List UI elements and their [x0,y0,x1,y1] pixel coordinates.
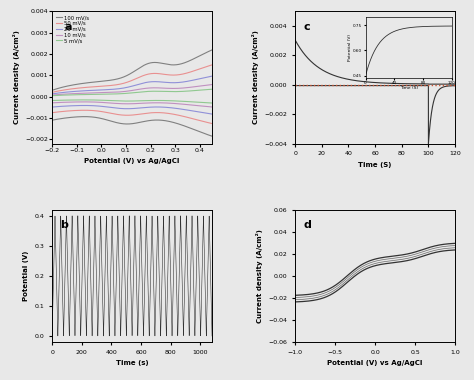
50 mV/s [144,72,149,77]
5 mV/s [122,91,128,96]
Y-axis label: Potential (V): Potential (V) [23,251,29,301]
50 mV/s [156,71,162,76]
5 mV/s [156,89,162,93]
5 mV/s [78,92,83,97]
50 mV/s [49,90,55,95]
Y-axis label: Current density (A/cm²): Current density (A/cm²) [252,30,259,125]
100 mV/s [156,60,162,65]
50 mV/s [122,81,128,86]
X-axis label: Time (S): Time (S) [358,162,392,168]
X-axis label: Potential (V) vs Ag/AgCl: Potential (V) vs Ag/AgCl [84,158,180,165]
Text: c: c [303,22,310,32]
5 mV/s [49,93,55,98]
Y-axis label: Current density (A/cm²): Current density (A/cm²) [256,229,263,323]
Line: 25 mV/s: 25 mV/s [52,76,212,94]
50 mV/s [91,84,96,89]
25 mV/s [209,74,215,78]
10 mV/s [91,91,96,95]
10 mV/s [122,89,128,94]
10 mV/s [156,86,162,90]
100 mV/s [78,81,83,86]
Y-axis label: Current density (A/cm²): Current density (A/cm²) [12,30,19,125]
X-axis label: Time (s): Time (s) [116,360,148,366]
25 mV/s [91,88,96,93]
25 mV/s [144,80,149,85]
50 mV/s [170,73,175,78]
Text: b: b [60,220,68,230]
Legend: 100 mV/s, 50 mV/s, 25 mV/s, 10 mV/s, 5 mV/s: 100 mV/s, 50 mV/s, 25 mV/s, 10 mV/s, 5 m… [55,14,90,44]
X-axis label: Potential (V) vs Ag/AgCl: Potential (V) vs Ag/AgCl [328,360,423,366]
Line: 50 mV/s: 50 mV/s [52,65,212,92]
50 mV/s [209,63,215,67]
100 mV/s [144,62,149,66]
Text: a: a [65,22,73,32]
50 mV/s [78,86,83,90]
Text: d: d [303,220,311,230]
10 mV/s [170,86,175,91]
10 mV/s [209,82,215,87]
25 mV/s [78,89,83,93]
100 mV/s [170,63,175,67]
25 mV/s [170,81,175,85]
100 mV/s [49,88,55,93]
10 mV/s [144,86,149,90]
5 mV/s [209,87,215,92]
5 mV/s [170,89,175,94]
5 mV/s [91,92,96,97]
10 mV/s [49,93,55,97]
Line: 100 mV/s: 100 mV/s [52,50,212,90]
25 mV/s [49,92,55,96]
25 mV/s [122,86,128,90]
Line: 5 mV/s: 5 mV/s [52,89,212,96]
100 mV/s [209,48,215,52]
Line: 10 mV/s: 10 mV/s [52,84,212,95]
100 mV/s [91,80,96,84]
10 mV/s [78,91,83,96]
25 mV/s [156,79,162,84]
5 mV/s [144,89,149,94]
100 mV/s [122,74,128,79]
